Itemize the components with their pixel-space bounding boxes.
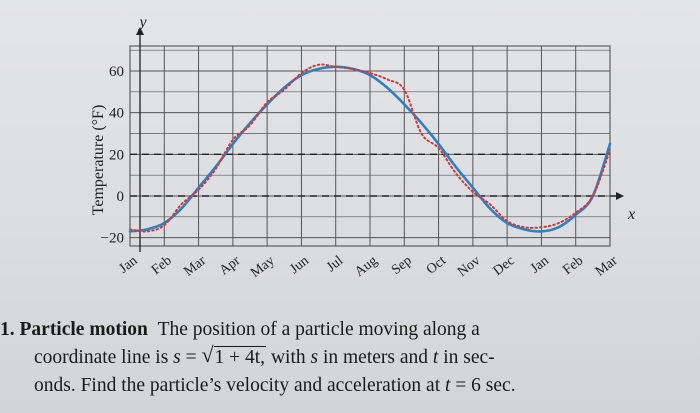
equals-sign-2: = — [455, 375, 467, 396]
y-tick-labels: −20 0 20 40 60 — [101, 64, 124, 247]
x-tick-label: Dec — [491, 253, 518, 279]
radical-sign-icon: √ — [201, 342, 214, 367]
x-tick-label: May — [248, 253, 277, 281]
series-line-solid — [128, 65, 612, 233]
equals-sign: = — [185, 347, 197, 368]
variable-s: s — [173, 347, 181, 368]
y-axis-letter: y — [137, 14, 147, 31]
x-axis-letter: x — [627, 206, 635, 223]
y-tick-label: −20 — [101, 231, 124, 247]
x-tick-label: Mar — [593, 253, 621, 279]
x-tick-label: Nov — [455, 253, 483, 280]
x-axis-arrow-icon — [616, 192, 624, 200]
dashed-reference-lines — [130, 153, 622, 197]
problem-title: Particle motion — [19, 319, 148, 340]
y-tick-label: 40 — [109, 106, 124, 122]
x-tick-label: Jan — [528, 253, 552, 276]
problem-line-2: coordinate line is s = √ 1 + 4t, with s i… — [34, 342, 495, 371]
problem-line3-b: 6 sec. — [471, 375, 516, 396]
x-tick-label: Jan — [117, 253, 141, 276]
sqrt-body: 1 + 4t, — [213, 346, 267, 368]
variable-t: t — [432, 347, 439, 368]
x-tick-label: Jul — [324, 253, 346, 275]
problem-line-3: onds. Find the particle’s velocity and a… — [34, 372, 516, 399]
series-line-dotted — [129, 63, 611, 233]
x-tick-label: Feb — [149, 253, 175, 278]
x-tick-labels: Jan Feb Mar Apr May Jun Jul Aug Sep Oct Nov Dec Jan F… — [117, 253, 621, 281]
problem-line2-d: in sec- — [443, 347, 495, 368]
variable-t-2: t — [445, 375, 451, 396]
variable-s-2: s — [310, 347, 319, 368]
problem-line-1: 1. Particle motion The position of a par… — [0, 316, 480, 343]
problem-line2-b: with — [270, 347, 306, 368]
y-tick-label: 0 — [117, 189, 125, 205]
x-tick-label: Mar — [181, 253, 209, 279]
problem-line3-a: onds. Find the particle’s velocity and a… — [34, 375, 441, 396]
y-axis-arrow-icon — [136, 27, 144, 35]
series-lines — [128, 63, 612, 233]
problem-line2-a: coordinate line is — [34, 347, 169, 368]
x-tick-label: Sep — [389, 253, 415, 278]
problem-line1-text: The position of a particle moving along … — [157, 319, 480, 340]
chart-axes — [136, 27, 624, 252]
x-tick-label: Jun — [287, 253, 312, 277]
x-tick-label: Oct — [424, 253, 449, 277]
y-axis-label: Temperature (°F) — [90, 105, 107, 216]
y-tick-label: 60 — [109, 64, 124, 80]
problem-number: 1. — [0, 319, 15, 340]
x-tick-label: Aug — [352, 253, 380, 280]
x-tick-label: Feb — [560, 253, 586, 278]
square-root-expression: √ 1 + 4t, — [201, 342, 267, 371]
x-tick-label: Apr — [217, 253, 244, 278]
problem-line2-c: in meters and — [322, 347, 429, 368]
y-tick-label: 20 — [109, 147, 124, 163]
